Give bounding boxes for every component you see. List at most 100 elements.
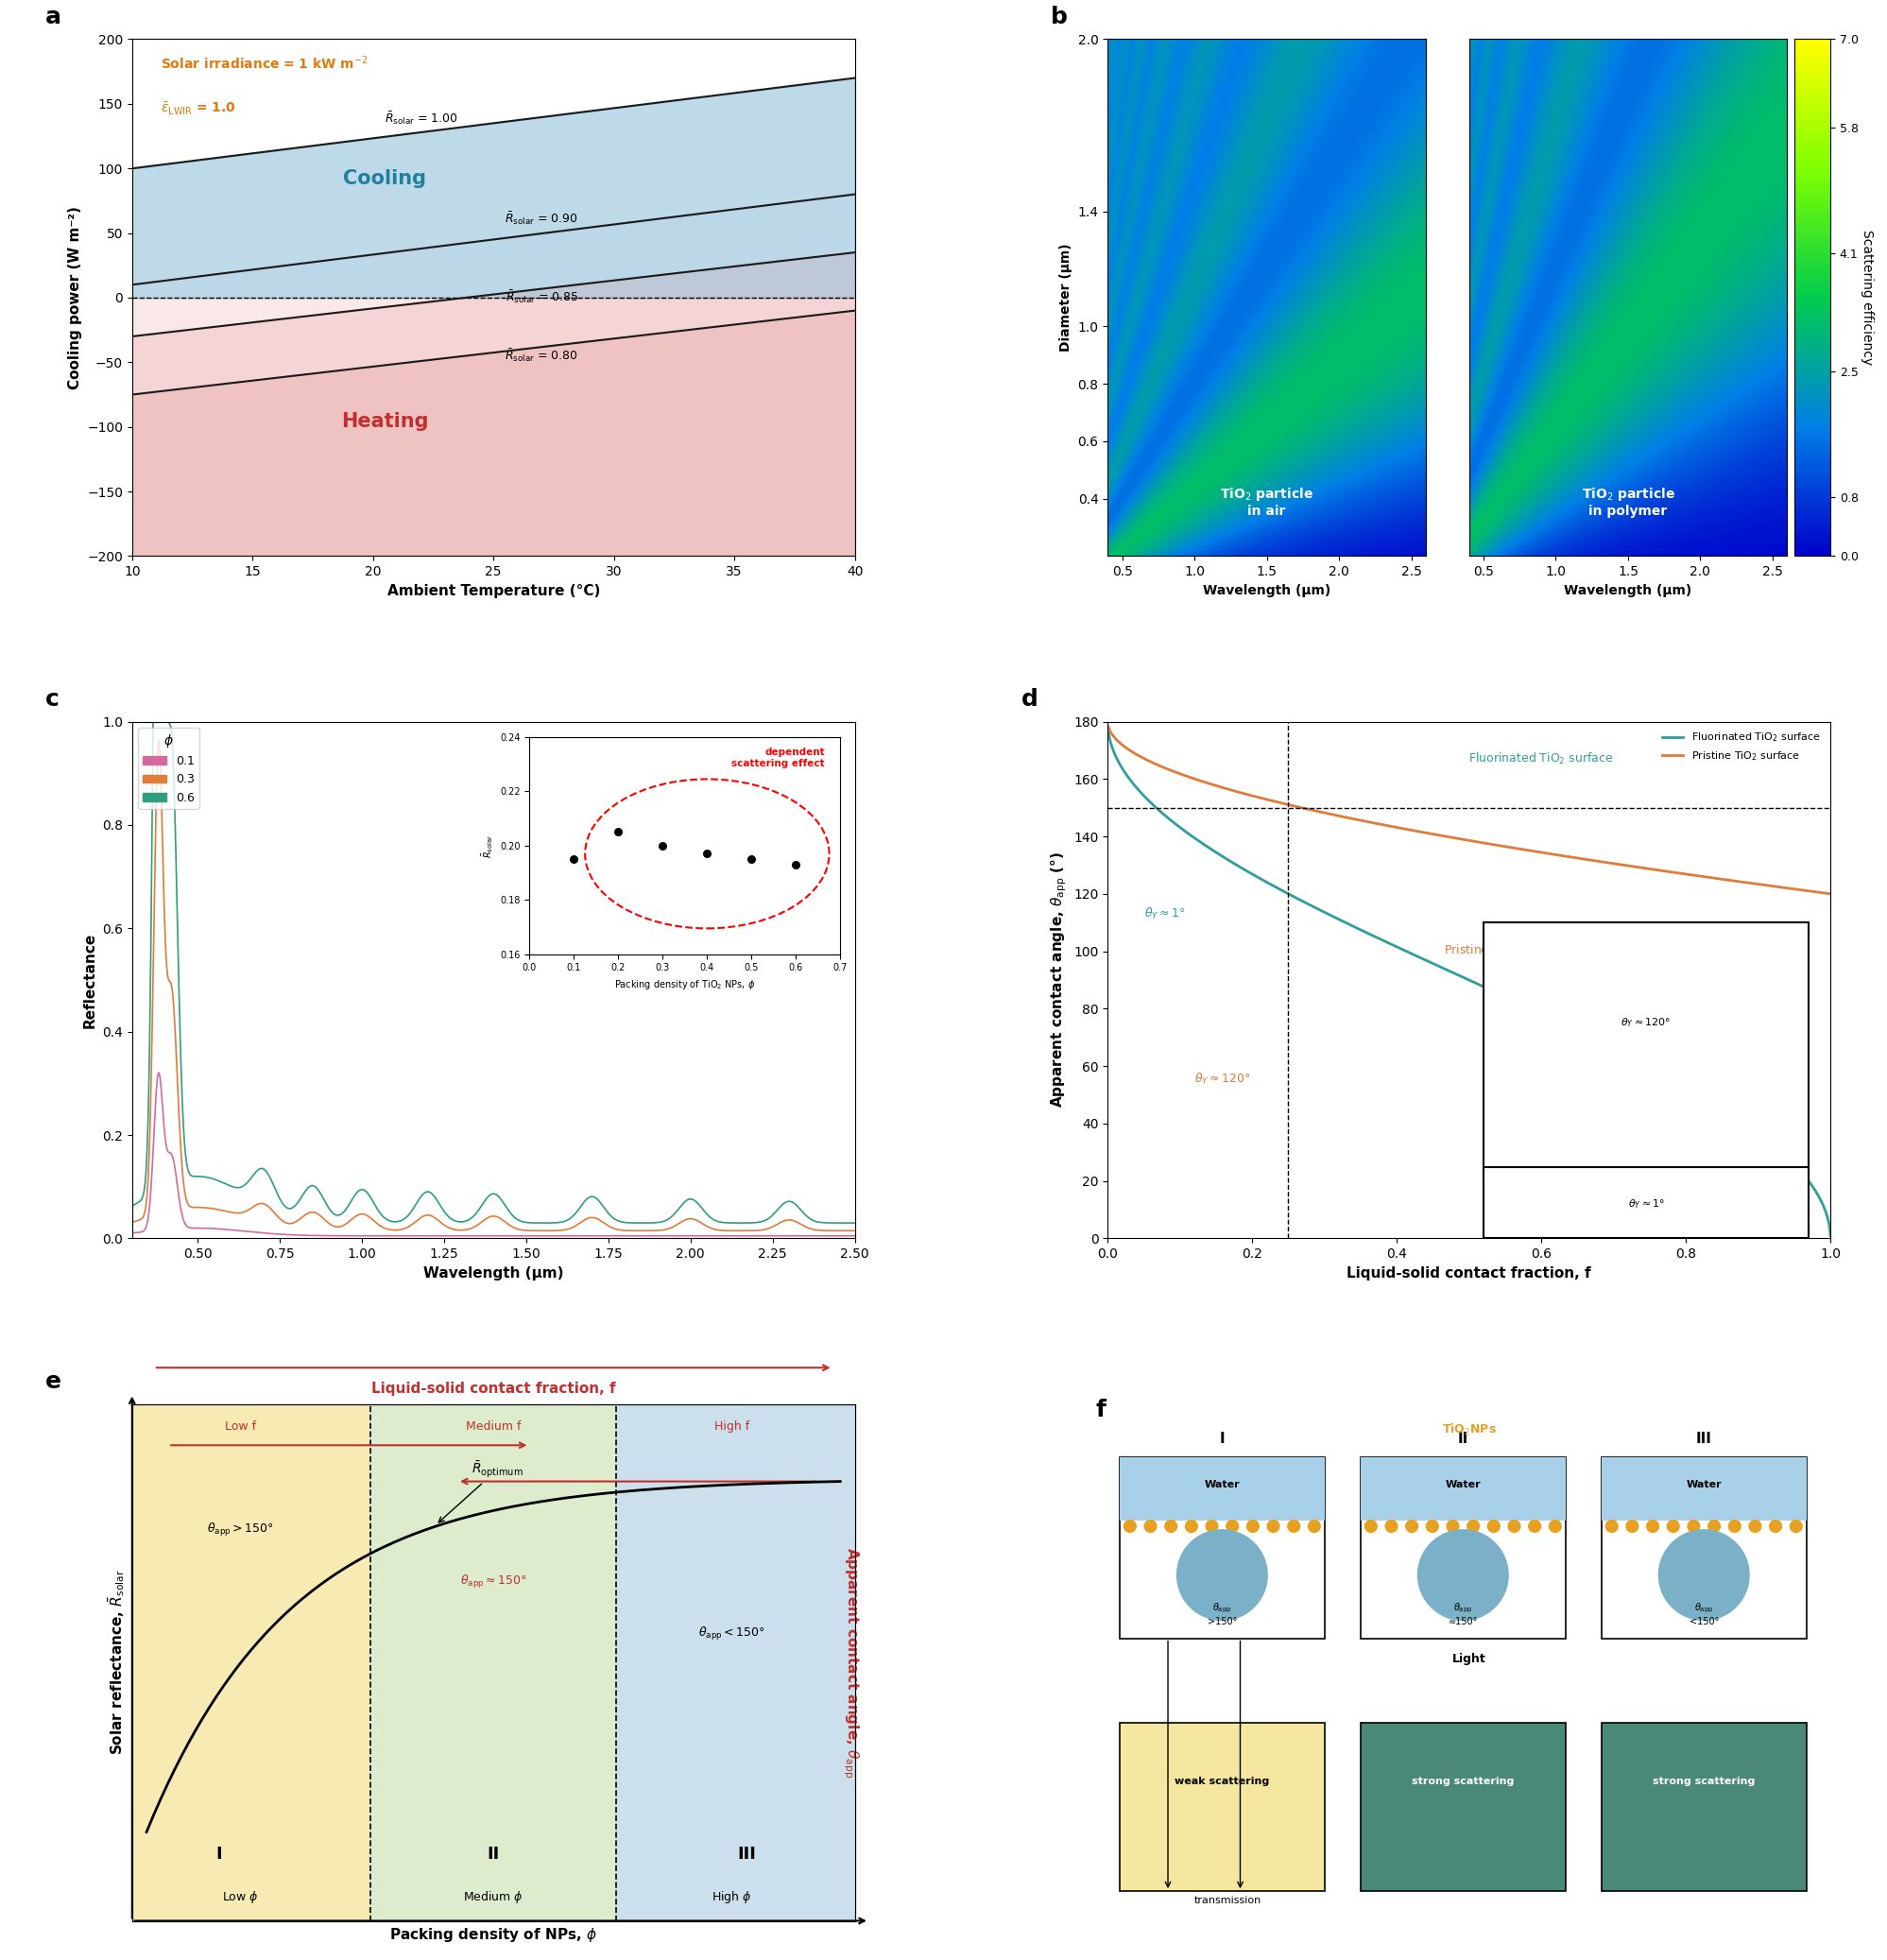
- Legend: 0.1, 0.3, 0.6: 0.1, 0.3, 0.6: [138, 727, 200, 808]
- Text: $\theta_{\mathrm{app}} \approx 150°$: $\theta_{\mathrm{app}} \approx 150°$: [460, 1574, 526, 1592]
- Text: $\theta_{\mathrm{app}}$
>150°: $\theta_{\mathrm{app}}$ >150°: [1208, 1601, 1238, 1627]
- Text: II: II: [487, 1846, 500, 1862]
- Circle shape: [1417, 1531, 1508, 1621]
- FancyBboxPatch shape: [1361, 1458, 1566, 1521]
- Circle shape: [1791, 1521, 1802, 1533]
- Text: $\theta_{\mathrm{app}}$
≈150°: $\theta_{\mathrm{app}}$ ≈150°: [1447, 1601, 1478, 1627]
- Text: $\theta_Y \approx 1°$: $\theta_Y \approx 1°$: [1628, 1198, 1664, 1211]
- Text: $\theta_{\mathrm{app}} < 150°$: $\theta_{\mathrm{app}} < 150°$: [698, 1625, 766, 1642]
- Pristine TiO$_2$ surface: [1593, 851, 1615, 874]
- Circle shape: [1364, 1521, 1378, 1533]
- Text: Medium $\phi$: Medium $\phi$: [464, 1889, 523, 1905]
- Text: c: c: [45, 688, 58, 711]
- Text: $\bar{\varepsilon}_{\mathrm{LWIR}}$ = 1.0: $\bar{\varepsilon}_{\mathrm{LWIR}}$ = 1.…: [160, 102, 236, 118]
- Circle shape: [1549, 1521, 1561, 1533]
- Text: d: d: [1021, 688, 1038, 711]
- Text: $\theta_Y \approx 120°$: $\theta_Y \approx 120°$: [1621, 1017, 1672, 1029]
- Fluorinated TiO$_2$ surface: [1661, 1066, 1683, 1090]
- Circle shape: [1728, 1521, 1740, 1533]
- Pristine TiO$_2$ surface: [1389, 817, 1411, 841]
- Text: $\bar{R}_{\mathrm{optimum}}$: $\bar{R}_{\mathrm{optimum}}$: [438, 1460, 523, 1523]
- Circle shape: [1647, 1521, 1659, 1533]
- Fluorinated TiO$_2$ surface: [1415, 949, 1438, 972]
- Text: I: I: [1219, 1431, 1225, 1446]
- FancyBboxPatch shape: [1361, 1723, 1566, 1891]
- FancyBboxPatch shape: [1361, 1458, 1566, 1639]
- Y-axis label: Apparent contact angle, $\theta_{\mathrm{app}}$: Apparent contact angle, $\theta_{\mathrm…: [840, 1546, 860, 1778]
- Circle shape: [1247, 1521, 1259, 1533]
- Text: Water: Water: [1687, 1480, 1721, 1490]
- FancyBboxPatch shape: [1602, 1458, 1806, 1521]
- Line: Fluorinated TiO$_2$ surface: Fluorinated TiO$_2$ surface: [1108, 731, 1830, 1235]
- X-axis label: Ambient Temperature (°C): Ambient Temperature (°C): [387, 584, 600, 598]
- Circle shape: [1668, 1521, 1679, 1533]
- Legend: Fluorinated TiO$_2$ surface, Pristine TiO$_2$ surface: Fluorinated TiO$_2$ surface, Pristine Ti…: [1659, 727, 1825, 766]
- Circle shape: [1770, 1521, 1781, 1533]
- Circle shape: [1164, 1521, 1177, 1533]
- Pristine TiO$_2$ surface: [1674, 862, 1696, 886]
- Text: $\theta_Y \approx 120°$: $\theta_Y \approx 120°$: [1194, 1072, 1251, 1088]
- FancyBboxPatch shape: [1119, 1458, 1325, 1639]
- X-axis label: Wavelength (μm): Wavelength (μm): [1564, 584, 1693, 598]
- Text: $\theta_{\mathrm{app}} > 150°$: $\theta_{\mathrm{app}} > 150°$: [208, 1521, 274, 1539]
- Text: High $\phi$: High $\phi$: [711, 1889, 753, 1905]
- X-axis label: Wavelength (μm): Wavelength (μm): [1202, 584, 1330, 598]
- FancyBboxPatch shape: [1483, 1166, 1810, 1239]
- Circle shape: [1144, 1521, 1157, 1533]
- Circle shape: [1268, 1521, 1279, 1533]
- Text: Solar irradiance = 1 kW m$^{-2}$: Solar irradiance = 1 kW m$^{-2}$: [160, 55, 368, 73]
- Circle shape: [1508, 1521, 1521, 1533]
- Circle shape: [1125, 1521, 1136, 1533]
- Text: weak scattering: weak scattering: [1176, 1778, 1270, 1786]
- Circle shape: [1227, 1521, 1238, 1533]
- Bar: [132, 1403, 370, 1921]
- Fluorinated TiO$_2$ surface: [1170, 817, 1193, 841]
- Text: transmission: transmission: [1194, 1895, 1262, 1905]
- Bar: [617, 1403, 855, 1921]
- Text: III: III: [738, 1846, 757, 1862]
- Text: Water: Water: [1204, 1480, 1240, 1490]
- Title: Liquid-solid contact fraction, f: Liquid-solid contact fraction, f: [372, 1382, 615, 1396]
- Text: $\bar{R}_{\mathrm{solar}}$ = 0.80: $\bar{R}_{\mathrm{solar}}$ = 0.80: [506, 347, 577, 365]
- Circle shape: [1308, 1521, 1321, 1533]
- FancyBboxPatch shape: [1602, 1723, 1806, 1891]
- Text: $\theta_{\mathrm{app}}$
<150°: $\theta_{\mathrm{app}}$ <150°: [1689, 1601, 1719, 1627]
- Fluorinated TiO$_2$ surface: [1819, 1223, 1842, 1247]
- X-axis label: Packing density of NPs, $\phi$: Packing density of NPs, $\phi$: [389, 1927, 598, 1944]
- Text: Fluorinated TiO$_2$ surface: Fluorinated TiO$_2$ surface: [1468, 751, 1613, 766]
- Text: $\theta_Y \approx 1°$: $\theta_Y \approx 1°$: [1144, 907, 1185, 921]
- Circle shape: [1185, 1521, 1198, 1533]
- Text: strong scattering: strong scattering: [1653, 1778, 1755, 1786]
- Circle shape: [1406, 1521, 1417, 1533]
- Fluorinated TiO$_2$ surface: [1096, 719, 1119, 743]
- Y-axis label: Reflectance: Reflectance: [83, 933, 96, 1027]
- Circle shape: [1627, 1521, 1638, 1533]
- Circle shape: [1687, 1521, 1700, 1533]
- Fluorinated TiO$_2$ surface: [1593, 1031, 1615, 1054]
- Text: f: f: [1096, 1399, 1106, 1421]
- X-axis label: Wavelength (μm): Wavelength (μm): [423, 1266, 564, 1280]
- Circle shape: [1427, 1521, 1438, 1533]
- FancyBboxPatch shape: [1119, 1723, 1325, 1891]
- Y-axis label: Apparent contact angle, $\theta_{\mathrm{app}}$ (°): Apparent contact angle, $\theta_{\mathrm…: [1049, 853, 1068, 1107]
- Circle shape: [1385, 1521, 1398, 1533]
- Text: $\bar{R}_{\mathrm{solar}}$ = 0.85: $\bar{R}_{\mathrm{solar}}$ = 0.85: [506, 288, 577, 306]
- Y-axis label: Scattering efficiency: Scattering efficiency: [1861, 229, 1874, 365]
- Circle shape: [1487, 1521, 1500, 1533]
- Pristine TiO$_2$ surface: [1096, 715, 1119, 739]
- Circle shape: [1287, 1521, 1300, 1533]
- Text: II: II: [1459, 1431, 1468, 1446]
- Pristine TiO$_2$ surface: [1415, 821, 1438, 845]
- Circle shape: [1659, 1531, 1749, 1621]
- Text: Pristine TiO$_2$ surface: Pristine TiO$_2$ surface: [1444, 943, 1566, 958]
- Fluorinated TiO$_2$ surface: [1674, 1074, 1696, 1098]
- Circle shape: [1749, 1521, 1761, 1533]
- Text: Heating: Heating: [342, 412, 428, 431]
- Line: Pristine TiO$_2$ surface: Pristine TiO$_2$ surface: [1108, 727, 1830, 894]
- Y-axis label: Cooling power (W m⁻²): Cooling power (W m⁻²): [68, 206, 81, 390]
- Text: b: b: [1051, 6, 1068, 27]
- Y-axis label: Solar reflectance, $\bar{R}_{\mathrm{solar}}$: Solar reflectance, $\bar{R}_{\mathrm{sol…: [106, 1570, 126, 1756]
- Text: III: III: [1696, 1431, 1712, 1446]
- Text: Low $\phi$: Low $\phi$: [223, 1889, 259, 1905]
- Text: a: a: [45, 6, 62, 27]
